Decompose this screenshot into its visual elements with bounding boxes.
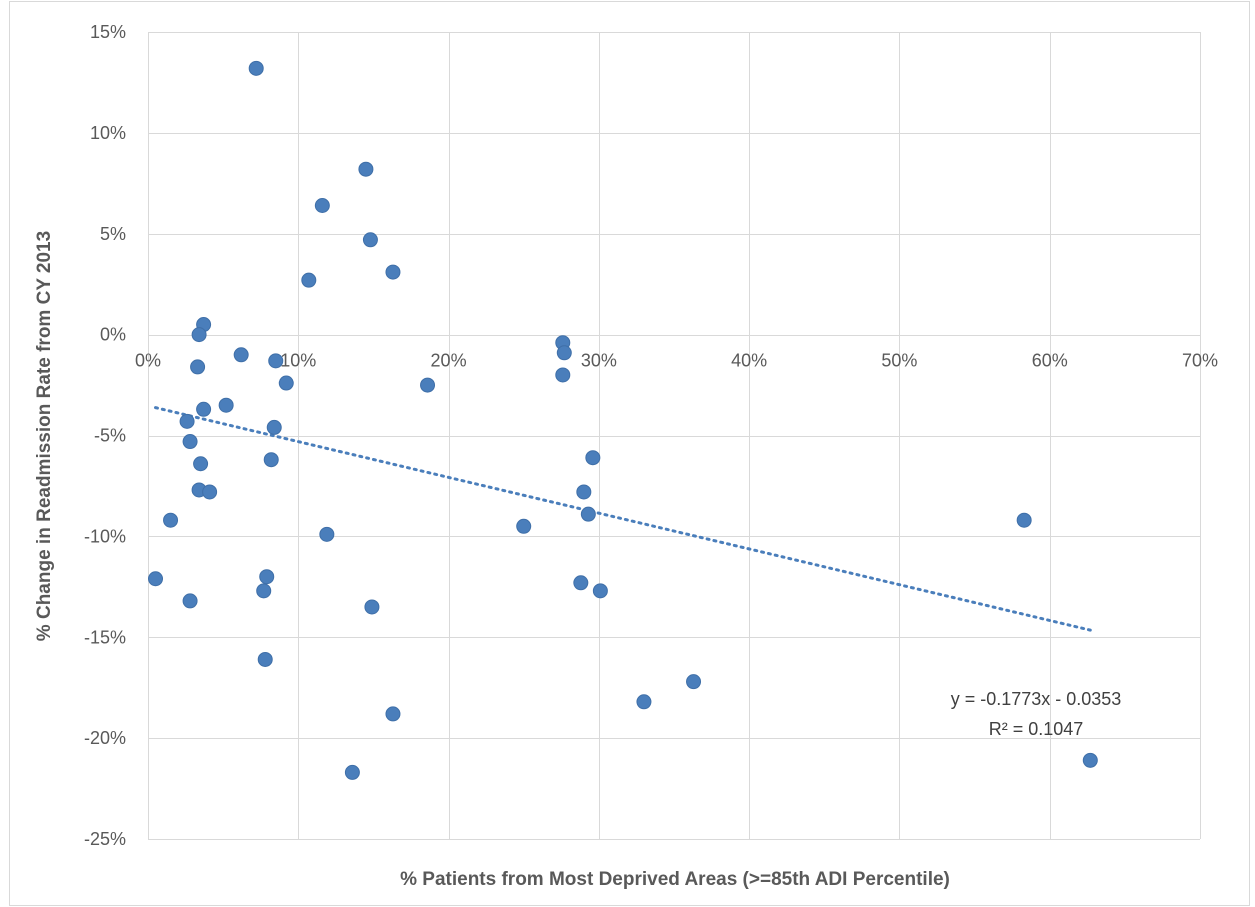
data-point — [248, 60, 264, 76]
x-tick-label: 60% — [1032, 351, 1068, 371]
data-point — [420, 377, 436, 393]
y-tick-label: -5% — [94, 426, 126, 446]
data-point — [202, 484, 218, 500]
data-point — [592, 583, 608, 599]
data-point — [163, 512, 179, 528]
data-point — [259, 569, 275, 585]
data-point — [193, 456, 209, 472]
data-point — [576, 484, 592, 500]
data-point — [257, 651, 273, 667]
chart-frame — [9, 1, 1250, 906]
data-point — [1082, 752, 1098, 768]
gridlines — [148, 32, 1201, 840]
y-tick-label: -20% — [84, 728, 126, 748]
data-point — [580, 506, 596, 522]
y-tick-labels: 15% 10% 5% 0% -5% -10% -15% -20% -25% — [84, 22, 126, 849]
y-tick-label: -15% — [84, 627, 126, 647]
y-tick-label: 10% — [90, 123, 126, 143]
trendline — [154, 406, 1092, 632]
data-point — [182, 593, 198, 609]
data-point — [364, 599, 380, 615]
data-point — [636, 694, 652, 710]
data-point — [256, 583, 272, 599]
x-tick-label: 40% — [731, 351, 767, 371]
y-tick-label: 0% — [100, 325, 126, 345]
data-point — [314, 198, 330, 214]
data-point — [263, 452, 279, 468]
y-axis-title: % Change in Readmission Rate from CY 201… — [34, 231, 55, 641]
data-points — [148, 60, 1098, 780]
x-tick-label: 30% — [581, 351, 617, 371]
x-tick-label: 20% — [431, 351, 467, 371]
x-tick-label: 10% — [280, 351, 316, 371]
y-tick-label: 15% — [90, 22, 126, 42]
data-point — [190, 359, 206, 375]
data-point — [182, 434, 198, 450]
data-point — [266, 419, 282, 435]
data-point — [218, 397, 234, 413]
data-point — [358, 161, 374, 177]
y-tick-label: 5% — [100, 224, 126, 244]
data-point — [585, 450, 601, 466]
data-point — [268, 353, 284, 369]
data-point — [1016, 512, 1032, 528]
data-point — [573, 575, 589, 591]
data-point — [516, 518, 532, 534]
data-point — [319, 526, 335, 542]
data-point — [555, 367, 571, 383]
data-point — [385, 264, 401, 280]
data-point — [686, 674, 702, 690]
data-point — [556, 345, 572, 361]
x-axis-title: % Patients from Most Deprived Areas (>=8… — [400, 869, 950, 890]
trendline-r-squared: R² = 0.1047 — [989, 719, 1084, 739]
x-tick-labels: 0% 10% 20% 30% 40% 50% 60% 70% — [135, 351, 1218, 371]
data-point — [233, 347, 249, 363]
data-point — [191, 327, 207, 343]
x-tick-label: 50% — [881, 351, 917, 371]
data-point — [148, 571, 164, 587]
data-point — [196, 401, 212, 417]
data-point — [278, 375, 294, 391]
y-tick-label: -10% — [84, 526, 126, 546]
data-point — [344, 764, 360, 780]
data-point — [301, 272, 317, 288]
data-point — [362, 232, 378, 248]
data-point — [179, 413, 195, 429]
trendline-equation: y = -0.1773x - 0.0353 — [951, 689, 1122, 709]
x-tick-label: 70% — [1182, 351, 1218, 371]
x-tick-label: 0% — [135, 351, 161, 371]
data-point — [385, 706, 401, 722]
y-tick-label: -25% — [84, 829, 126, 849]
